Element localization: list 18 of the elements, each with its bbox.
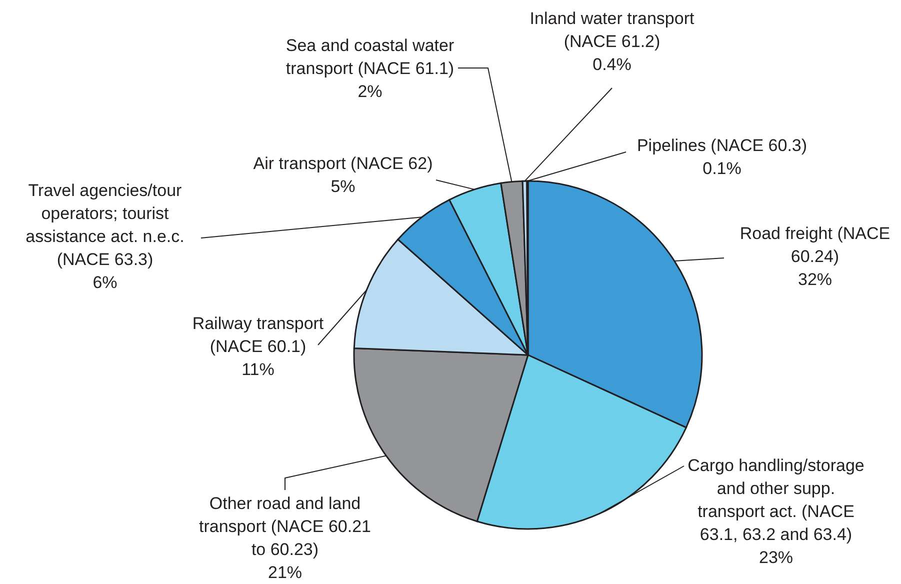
data-label: 2% [358, 82, 382, 101]
data-label: 6% [92, 273, 118, 292]
slice-label: Cargo handling/storage and other supp. transport act. (NACE 63.1, 63.2 and 63.4) [688, 456, 864, 544]
slice-label: Inland water transport (NACE 61.2) [530, 9, 694, 51]
data-label: 0.1% [702, 159, 742, 178]
slice-label: Railway transport (NACE 60.1) [192, 314, 324, 356]
slice-label: Sea and coastal water transport (NACE 61.1) [286, 36, 454, 78]
data-label: 32% [798, 270, 832, 289]
slice-label: Road freight (NACE 60.24) [740, 224, 890, 266]
data-label: 11% [242, 360, 274, 379]
slice-label: Air transport (NACE 62) [253, 154, 433, 173]
slice-label: Travel agencies/tour operators; tourist assistance act. n.e.c. (NACE 63.3) [26, 181, 184, 269]
slice-label: Other road and land transport (NACE 60.21 to 60.23) [199, 494, 371, 559]
data-label: 5% [330, 177, 356, 196]
data-label: 21% [268, 563, 302, 582]
data-label: 23% [758, 548, 794, 567]
slice-label: Pipelines (NACE 60.3) [636, 136, 808, 155]
data-label: 0.4% [592, 55, 632, 74]
